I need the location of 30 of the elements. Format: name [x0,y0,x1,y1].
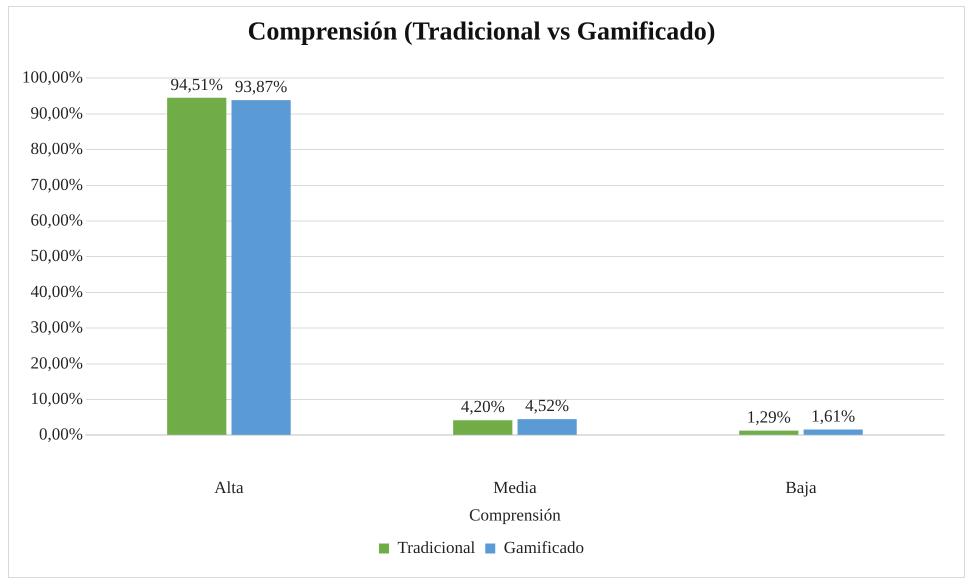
data-label: 1,29% [746,408,791,427]
legend-label: Gamificado [504,538,584,557]
y-tick-label: 20,00% [30,353,83,372]
data-label: 4,20% [460,397,505,416]
x-tick-label: Alta [214,478,244,497]
y-tick-label: 80,00% [30,139,83,158]
bar [804,429,863,435]
data-label: 93,87% [234,77,288,96]
data-label: 94,51% [170,74,223,94]
bar [453,420,512,435]
y-tick-label: 0,00% [38,424,83,444]
bar [739,430,798,435]
y-tick-label: 10,00% [30,388,83,408]
y-tick-label: 70,00% [30,174,83,194]
chart-title: Comprensión (Tradicional vs Gamificado) [248,16,716,46]
x-axis-title: Comprensión [469,505,562,524]
x-tick-label: Media [493,478,538,497]
bar [518,419,577,435]
y-tick-label: 60,00% [30,210,83,230]
bar [167,98,226,435]
legend-label: Tradicional [398,538,476,557]
y-tick-label: 90,00% [30,103,83,122]
y-tick-label: 100,00% [22,68,83,87]
data-label: 1,61% [811,406,856,426]
y-tick-label: 40,00% [30,282,83,301]
y-tick-label: 30,00% [30,318,83,337]
y-tick-label: 50,00% [30,246,83,266]
data-label: 4,52% [525,396,570,416]
x-tick-label: Baja [785,478,818,497]
bar [232,100,291,435]
